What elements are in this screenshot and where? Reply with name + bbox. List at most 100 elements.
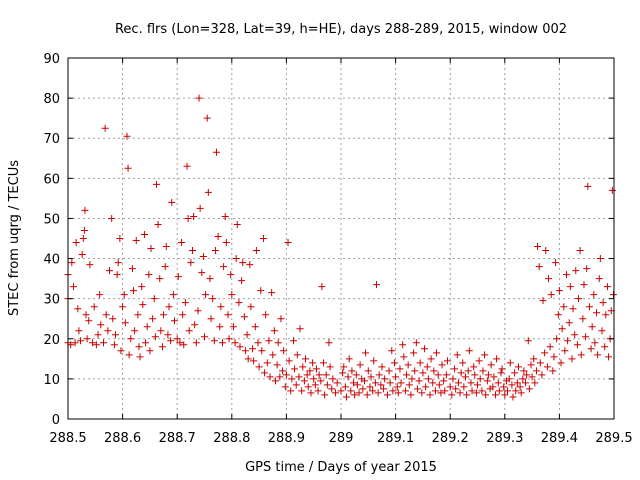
- data-point: [372, 281, 380, 289]
- data-point: [74, 305, 82, 313]
- data-point: [457, 369, 465, 377]
- data-point: [562, 271, 570, 279]
- data-point: [576, 247, 584, 255]
- data-point: [460, 383, 468, 391]
- data-point: [386, 379, 394, 387]
- data-point: [81, 206, 89, 214]
- data-point: [487, 361, 495, 369]
- data-point: [198, 269, 206, 277]
- data-point: [295, 373, 303, 381]
- data-point: [298, 387, 306, 395]
- data-point: [408, 375, 416, 383]
- data-point: [167, 337, 175, 345]
- data-point: [350, 379, 358, 387]
- data-point: [82, 311, 90, 319]
- data-point: [279, 367, 287, 375]
- y-tick-label: 60: [43, 172, 60, 187]
- data-point: [453, 351, 461, 359]
- x-tick-label: 289.1: [377, 431, 414, 446]
- data-point: [169, 291, 177, 299]
- data-point: [573, 341, 581, 349]
- data-point: [300, 377, 308, 385]
- data-point: [364, 367, 372, 375]
- data-point: [109, 315, 117, 323]
- data-point: [72, 239, 80, 247]
- data-point: [185, 327, 193, 335]
- data-point: [375, 371, 383, 379]
- data-point: [427, 355, 435, 363]
- data-point: [199, 253, 207, 261]
- data-point: [431, 387, 439, 395]
- data-point: [535, 263, 543, 271]
- data-point: [459, 359, 467, 367]
- data-point: [303, 371, 311, 379]
- data-point: [246, 261, 254, 269]
- data-point: [162, 243, 170, 251]
- data-point: [501, 391, 509, 399]
- data-point: [528, 373, 536, 381]
- data-point: [601, 343, 609, 351]
- data-point: [437, 389, 445, 397]
- x-tick-label: 288.7: [159, 431, 196, 446]
- data-point: [280, 347, 288, 355]
- data-point: [315, 371, 323, 379]
- data-point: [403, 371, 411, 379]
- data-point: [184, 214, 192, 222]
- data-point: [274, 339, 282, 347]
- data-point: [329, 375, 337, 383]
- data-point: [541, 349, 549, 357]
- y-tick-label: 10: [43, 373, 60, 388]
- data-point: [527, 361, 535, 369]
- data-point: [128, 265, 136, 273]
- data-point: [96, 291, 104, 299]
- data-point: [472, 389, 480, 397]
- data-point: [467, 379, 475, 387]
- data-point: [183, 162, 191, 170]
- data-point: [490, 373, 498, 381]
- data-point: [355, 389, 363, 397]
- data-point: [134, 311, 142, 319]
- data-point: [291, 365, 299, 373]
- data-point: [547, 291, 555, 299]
- data-point: [525, 385, 533, 393]
- data-point: [191, 321, 199, 329]
- data-point: [426, 391, 434, 399]
- data-point: [97, 321, 105, 329]
- data-point: [202, 291, 210, 299]
- data-point: [580, 281, 588, 289]
- data-point: [236, 343, 244, 351]
- data-point: [174, 273, 182, 281]
- data-point: [565, 319, 573, 327]
- data-point: [150, 295, 158, 303]
- data-point: [369, 387, 377, 395]
- data-point: [513, 379, 521, 387]
- data-point: [337, 387, 345, 395]
- data-point: [161, 263, 169, 271]
- data-point: [320, 359, 328, 367]
- data-point: [400, 353, 408, 361]
- data-point: [188, 247, 196, 255]
- data-point: [216, 323, 224, 331]
- data-point: [130, 287, 138, 295]
- data-point: [396, 365, 404, 373]
- data-point: [500, 383, 508, 391]
- data-point: [495, 387, 503, 395]
- data-point: [276, 373, 284, 381]
- data-point: [302, 355, 310, 363]
- data-point: [240, 313, 248, 321]
- data-point: [517, 389, 525, 397]
- data-point: [602, 311, 610, 319]
- y-tick-labels: 0 10 20 30 40 50 60 70 80 90: [43, 52, 60, 428]
- data-point: [258, 347, 266, 355]
- data-point: [557, 359, 565, 367]
- data-point: [599, 299, 607, 307]
- data-point: [596, 255, 604, 263]
- data-point: [269, 351, 277, 359]
- data-point: [238, 277, 246, 285]
- data-point: [314, 387, 322, 395]
- data-point: [243, 331, 251, 339]
- data-point: [512, 387, 520, 395]
- data-point: [451, 365, 459, 373]
- data-point: [102, 311, 110, 319]
- x-tick-label: 289.2: [432, 431, 469, 446]
